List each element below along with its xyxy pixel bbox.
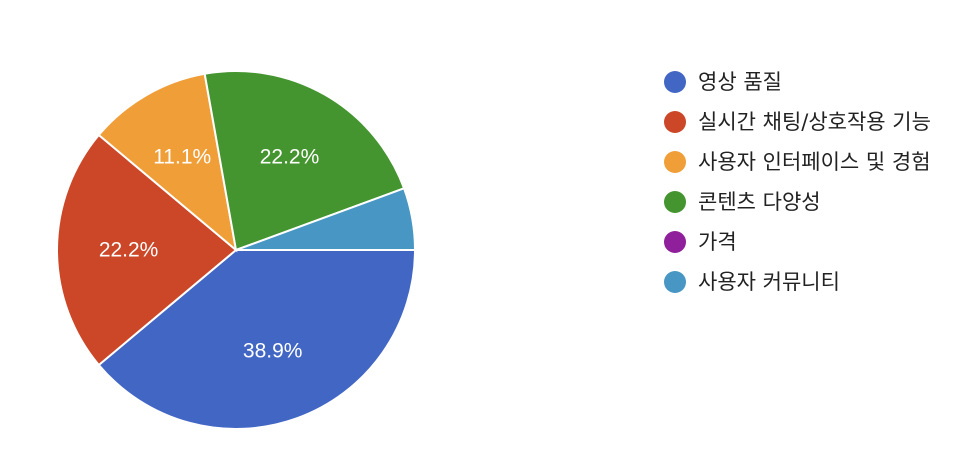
legend-label: 사용자 인터페이스 및 경험 [698, 150, 931, 174]
legend-swatch [664, 231, 686, 253]
pie-slice[interactable] [203, 70, 406, 252]
legend-swatch [664, 151, 686, 173]
legend-label: 콘텐츠 다양성 [698, 190, 821, 214]
legend-swatch [664, 111, 686, 133]
legend-item[interactable]: 사용자 커뮤니티 [664, 262, 931, 302]
legend-item[interactable]: 실시간 채팅/상호작용 기능 [664, 102, 931, 142]
legend-label: 가격 [698, 230, 737, 254]
legend-swatch [664, 191, 686, 213]
legend-item[interactable]: 영상 품질 [664, 62, 931, 102]
legend-item[interactable]: 사용자 인터페이스 및 경험 [664, 142, 931, 182]
pie-slice[interactable] [97, 249, 417, 430]
legend-label: 실시간 채팅/상호작용 기능 [698, 110, 931, 134]
pie-slice[interactable] [97, 72, 238, 253]
slice-percent-label: 22.2% [99, 239, 159, 262]
legend-swatch [664, 71, 686, 93]
slice-percent-label: 38.9% [243, 339, 303, 362]
pie-slice[interactable] [56, 133, 238, 367]
legend-item[interactable]: 가격 [664, 222, 931, 262]
legend-item[interactable]: 콘텐츠 다양성 [664, 182, 931, 222]
legend-swatch [664, 271, 686, 293]
legend-label: 영상 품질 [698, 70, 782, 94]
legend-label: 사용자 커뮤니티 [698, 270, 840, 294]
slice-percent-label: 22.2% [260, 145, 320, 168]
pie-slice[interactable] [235, 187, 417, 251]
slice-percent-label: 11.1% [153, 146, 211, 169]
